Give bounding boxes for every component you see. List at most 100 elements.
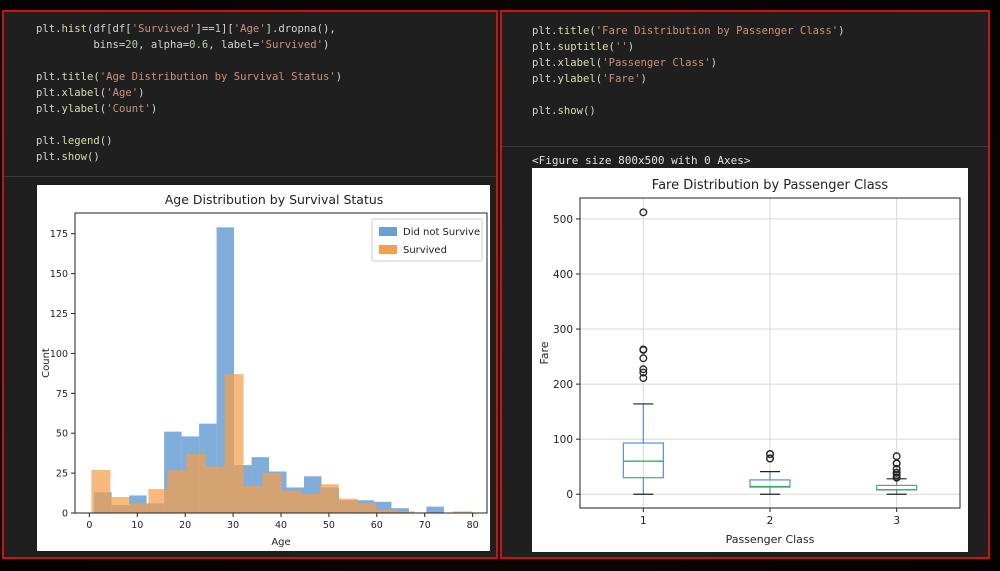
code-line: bins=20, alpha=0.6, label='Survived') [36, 37, 342, 53]
outlier-point [639, 346, 648, 354]
outlier-point [639, 208, 648, 217]
code-token: 'Age' [233, 23, 266, 35]
code-token: bins= [36, 39, 126, 51]
outlier-point [639, 354, 648, 363]
figure-size-output: <Figure size 800x500 with 0 Axes> [532, 154, 751, 167]
code-token: 1 [214, 23, 221, 35]
code-token: show [61, 151, 88, 163]
code-token: title [61, 71, 94, 83]
code-token: ) [710, 57, 718, 69]
legend: Did not Survive Survived [371, 218, 483, 262]
bar-survived [224, 374, 244, 513]
code-line [532, 87, 845, 103]
code-line: plt.xlabel('Passenger Class') [532, 55, 845, 71]
outlier-point [766, 450, 774, 458]
code-token: plt. [36, 103, 62, 115]
code-line [36, 117, 342, 133]
bar-did-not-survive [373, 501, 392, 513]
code-token: ( [608, 41, 615, 53]
legend-swatch-survived [379, 245, 397, 254]
outlier-point [639, 374, 648, 383]
code-token: ( [589, 25, 596, 37]
code-token: plt. [532, 41, 558, 53]
y-tick-label: 150 [50, 269, 68, 280]
y-tick-label: 500 [553, 214, 573, 226]
bar-survived [167, 469, 187, 513]
code-token: ( [99, 87, 107, 99]
bar-did-not-survive [391, 508, 409, 513]
y-tick-label: 100 [50, 349, 68, 360]
code-token: plt. [36, 87, 62, 99]
code-token: 'Count' [106, 103, 151, 115]
code-editor-left[interactable]: plt.hist(df[df['Survived']==1]['Age'].dr… [36, 21, 342, 165]
bar-survived [338, 498, 358, 513]
y-tick-label: 125 [50, 309, 68, 320]
code-token: ]== [195, 23, 215, 35]
bar-survived [205, 466, 225, 513]
code-token: plt. [532, 57, 558, 69]
code-token: ylabel [557, 73, 596, 85]
box-class-2 [749, 450, 791, 495]
code-token: 'Fare Distribution by Passenger Class' [595, 25, 839, 37]
x-tick-label: 40 [275, 520, 287, 531]
x-axis-label: Passenger Class [726, 533, 815, 546]
code-token: () [87, 151, 100, 163]
bar-survived [148, 489, 168, 513]
code-token: xlabel [61, 87, 100, 99]
code-line: plt.suptitle('') [532, 39, 845, 55]
code-token: plt. [532, 105, 558, 117]
code-token: plt. [36, 135, 62, 147]
code-token: suptitle [557, 41, 609, 53]
outlier-point [639, 368, 648, 377]
code-token: ].dropna(), [265, 23, 336, 35]
box-class-3 [876, 452, 918, 495]
code-token: 'Fare' [602, 73, 641, 85]
code-token: show [557, 105, 584, 117]
code-line [36, 53, 342, 69]
x-tick-label: 3 [893, 515, 900, 527]
code-token: () [583, 105, 596, 117]
outlier-point [892, 473, 901, 482]
code-token: ][ [221, 23, 234, 35]
code-token: ) [627, 41, 635, 53]
right-notebook-cell[interactable]: plt.title('Fare Distribution by Passenge… [500, 10, 990, 559]
bar-survived [395, 511, 415, 513]
bar-survived [91, 469, 111, 513]
bar-survived [243, 485, 263, 513]
code-token: 0.6 [189, 39, 209, 51]
iqr-box [622, 442, 664, 479]
code-line: plt.show() [532, 103, 845, 119]
code-token: plt. [36, 71, 62, 83]
code-token: xlabel [557, 57, 596, 69]
code-token: ) [323, 39, 330, 51]
bar-did-not-survive [426, 506, 444, 513]
y-tick-label: 300 [553, 324, 573, 336]
code-token: 'Age' [106, 87, 139, 99]
code-token: 'Survived' [131, 23, 196, 35]
code-token: ( [93, 71, 100, 83]
x-tick-label: 70 [419, 520, 431, 531]
x-tick-label: 2 [767, 515, 774, 527]
code-line: plt.show() [36, 149, 342, 165]
code-token: legend [61, 135, 100, 147]
outlier-point [892, 468, 901, 477]
code-line: plt.xlabel('Age') [36, 85, 342, 101]
code-line: plt.legend() [36, 133, 342, 149]
code-editor-right[interactable]: plt.title('Fare Distribution by Passenge… [532, 23, 845, 119]
code-token: plt. [532, 25, 558, 37]
left-notebook-cell[interactable]: plt.hist(df[df['Survived']==1]['Age'].dr… [2, 10, 498, 559]
box-class-1 [622, 208, 664, 495]
code-token: ) [150, 103, 158, 115]
y-tick-label: 0 [566, 489, 573, 501]
code-token: ( [99, 103, 107, 115]
code-token: () [99, 135, 113, 147]
code-line: plt.title('Age Distribution by Survival … [36, 69, 342, 85]
bar-survived [452, 511, 472, 513]
fare-boxplot-figure: Fare Distribution by Passenger Class 1 2 3… [532, 168, 968, 552]
outlier-point [892, 459, 901, 468]
code-line: plt.ylabel('Count') [36, 101, 342, 117]
y-axis-label: Fare [538, 341, 551, 364]
bar-survived [186, 453, 206, 513]
code-token: plt. [532, 73, 558, 85]
bar-survived [110, 497, 130, 513]
